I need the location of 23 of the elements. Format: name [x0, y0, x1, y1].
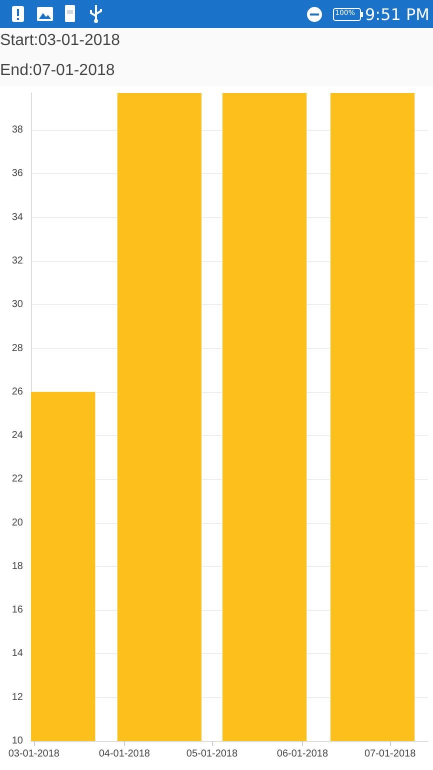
- y-tick-label: 36: [12, 168, 24, 180]
- y-tick-label: 20: [12, 517, 24, 528]
- y-tick-label: 22: [12, 474, 24, 485]
- y-tick-label: 30: [12, 299, 24, 310]
- x-tick-label: 03-01-2018: [8, 748, 60, 760]
- y-tick-label: 18: [12, 560, 24, 572]
- y-tick-label: 32: [12, 256, 24, 266]
- x-tick-label: 07-01-2018: [364, 748, 416, 760]
- y-tick-label: 28: [12, 342, 24, 354]
- chart-subtitle: End:07-01-2018: [0, 62, 115, 80]
- y-tick-label: 16: [12, 604, 24, 616]
- y-tick-label: 34: [12, 212, 24, 223]
- y-tick-label: 12: [12, 692, 24, 703]
- y-tick-label: 14: [12, 648, 24, 660]
- y-tick-label: 38: [12, 124, 24, 136]
- y-tick-label: 24: [12, 430, 24, 442]
- y-tick-label: 10: [12, 736, 24, 746]
- x-tick-label: 04-01-2018: [98, 748, 150, 760]
- y-tick-label: 26: [12, 386, 24, 398]
- x-tick-label: 05-01-2018: [186, 748, 238, 760]
- text: 9:51 PM: [365, 5, 430, 24]
- chart-title: Start:03-01-2018: [0, 32, 120, 50]
- x-tick-label: 06-01-2018: [276, 748, 328, 760]
